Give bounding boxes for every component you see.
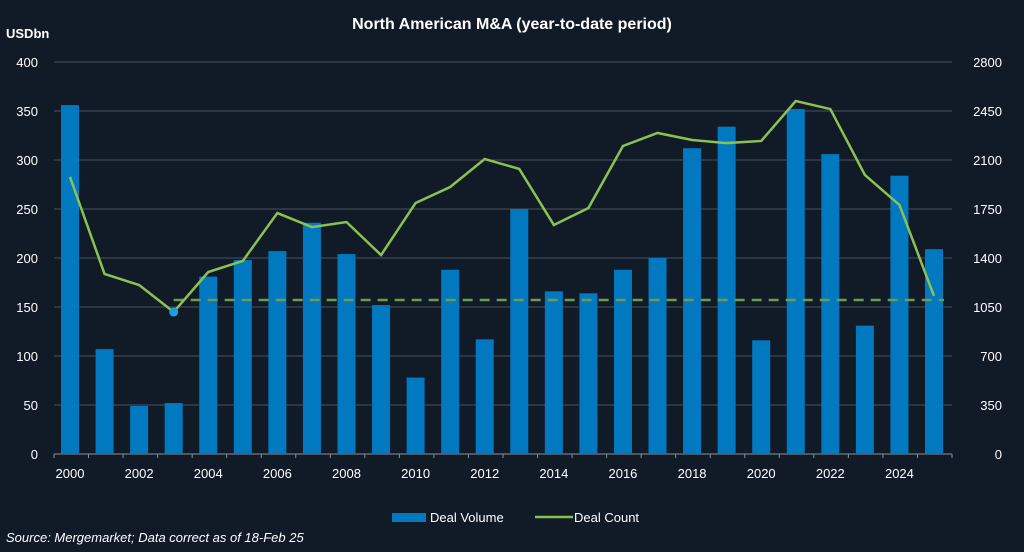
right-tick-label: 350 — [980, 398, 1002, 413]
x-tick-label: 2014 — [539, 466, 568, 481]
bar-deal-volume-2024 — [890, 175, 909, 454]
right-tick-label: 1050 — [973, 300, 1002, 315]
bar-deal-volume-2002 — [130, 405, 149, 454]
bar-deal-volume-2007 — [302, 222, 321, 454]
x-tick-label: 2018 — [678, 466, 707, 481]
right-tick-label: 700 — [980, 349, 1002, 364]
x-tick-label: 2008 — [332, 466, 361, 481]
right-tick-label: 1750 — [973, 202, 1002, 217]
x-tick-label: 2012 — [470, 466, 499, 481]
x-tick-label: 2010 — [401, 466, 430, 481]
bar-deal-volume-2008 — [337, 254, 356, 454]
x-tick-label: 2022 — [816, 466, 845, 481]
bar-deal-volume-2016 — [613, 269, 632, 454]
left-tick-label: 250 — [16, 202, 38, 217]
bar-deal-volume-2009 — [372, 305, 391, 454]
bar-deal-volume-2006 — [268, 251, 287, 454]
legend-label-deal-volume: Deal Volume — [430, 510, 504, 525]
x-tick-label: 2024 — [885, 466, 914, 481]
left-tick-label: 100 — [16, 349, 38, 364]
x-tick-label: 2004 — [194, 466, 223, 481]
bar-deal-volume-2000 — [61, 105, 79, 455]
right-tick-label: 1400 — [973, 251, 1002, 266]
highlight-point — [169, 307, 179, 317]
left-axis-unit: USDbn — [6, 26, 50, 41]
source-note: Source: Mergemarket; Data correct as of … — [6, 530, 304, 545]
x-tick-label: 2016 — [608, 466, 637, 481]
x-tick-label: 2020 — [747, 466, 776, 481]
bar-deal-volume-2013 — [510, 209, 529, 454]
right-tick-label: 2800 — [973, 55, 1002, 70]
bar-deal-volume-2003 — [164, 403, 183, 454]
left-tick-label: 300 — [16, 153, 38, 168]
bar-deal-volume-2019 — [717, 126, 736, 455]
left-tick-label: 200 — [16, 251, 38, 266]
legend-label-deal-count: Deal Count — [574, 510, 639, 525]
x-tick-label: 2000 — [56, 466, 85, 481]
bar-deal-volume-2014 — [544, 291, 563, 454]
left-tick-label: 400 — [16, 55, 38, 70]
right-tick-label: 2450 — [973, 104, 1002, 119]
right-tick-label: 2100 — [973, 153, 1002, 168]
bar-deal-volume-2017 — [648, 258, 667, 454]
legend-swatch-deal-volume — [392, 513, 426, 522]
line-deal-count — [68, 99, 936, 314]
bar-deal-volume-2010 — [406, 377, 425, 454]
bar-deal-volume-2023 — [855, 325, 874, 454]
x-tick-label: 2002 — [125, 466, 154, 481]
bar-deal-volume-2015 — [579, 293, 598, 454]
bar-deal-volume-2001 — [95, 349, 114, 454]
bar-deal-volume-2004 — [199, 276, 218, 454]
bar-deal-volume-2020 — [752, 340, 771, 454]
left-tick-label: 150 — [16, 300, 38, 315]
bar-deal-volume-2021 — [786, 109, 805, 454]
bar-deal-volume-2022 — [821, 154, 840, 454]
bar-deal-volume-2005 — [233, 259, 252, 454]
right-tick-label: 0 — [995, 447, 1002, 462]
bar-deal-volume-2012 — [475, 339, 494, 454]
left-tick-label: 350 — [16, 104, 38, 119]
x-tick-label: 2006 — [263, 466, 292, 481]
left-tick-label: 50 — [24, 398, 38, 413]
chart-title: North American M&A (year-to-date period) — [352, 16, 672, 33]
left-tick-label: 0 — [31, 447, 38, 462]
bar-deal-volume-2011 — [441, 269, 460, 454]
